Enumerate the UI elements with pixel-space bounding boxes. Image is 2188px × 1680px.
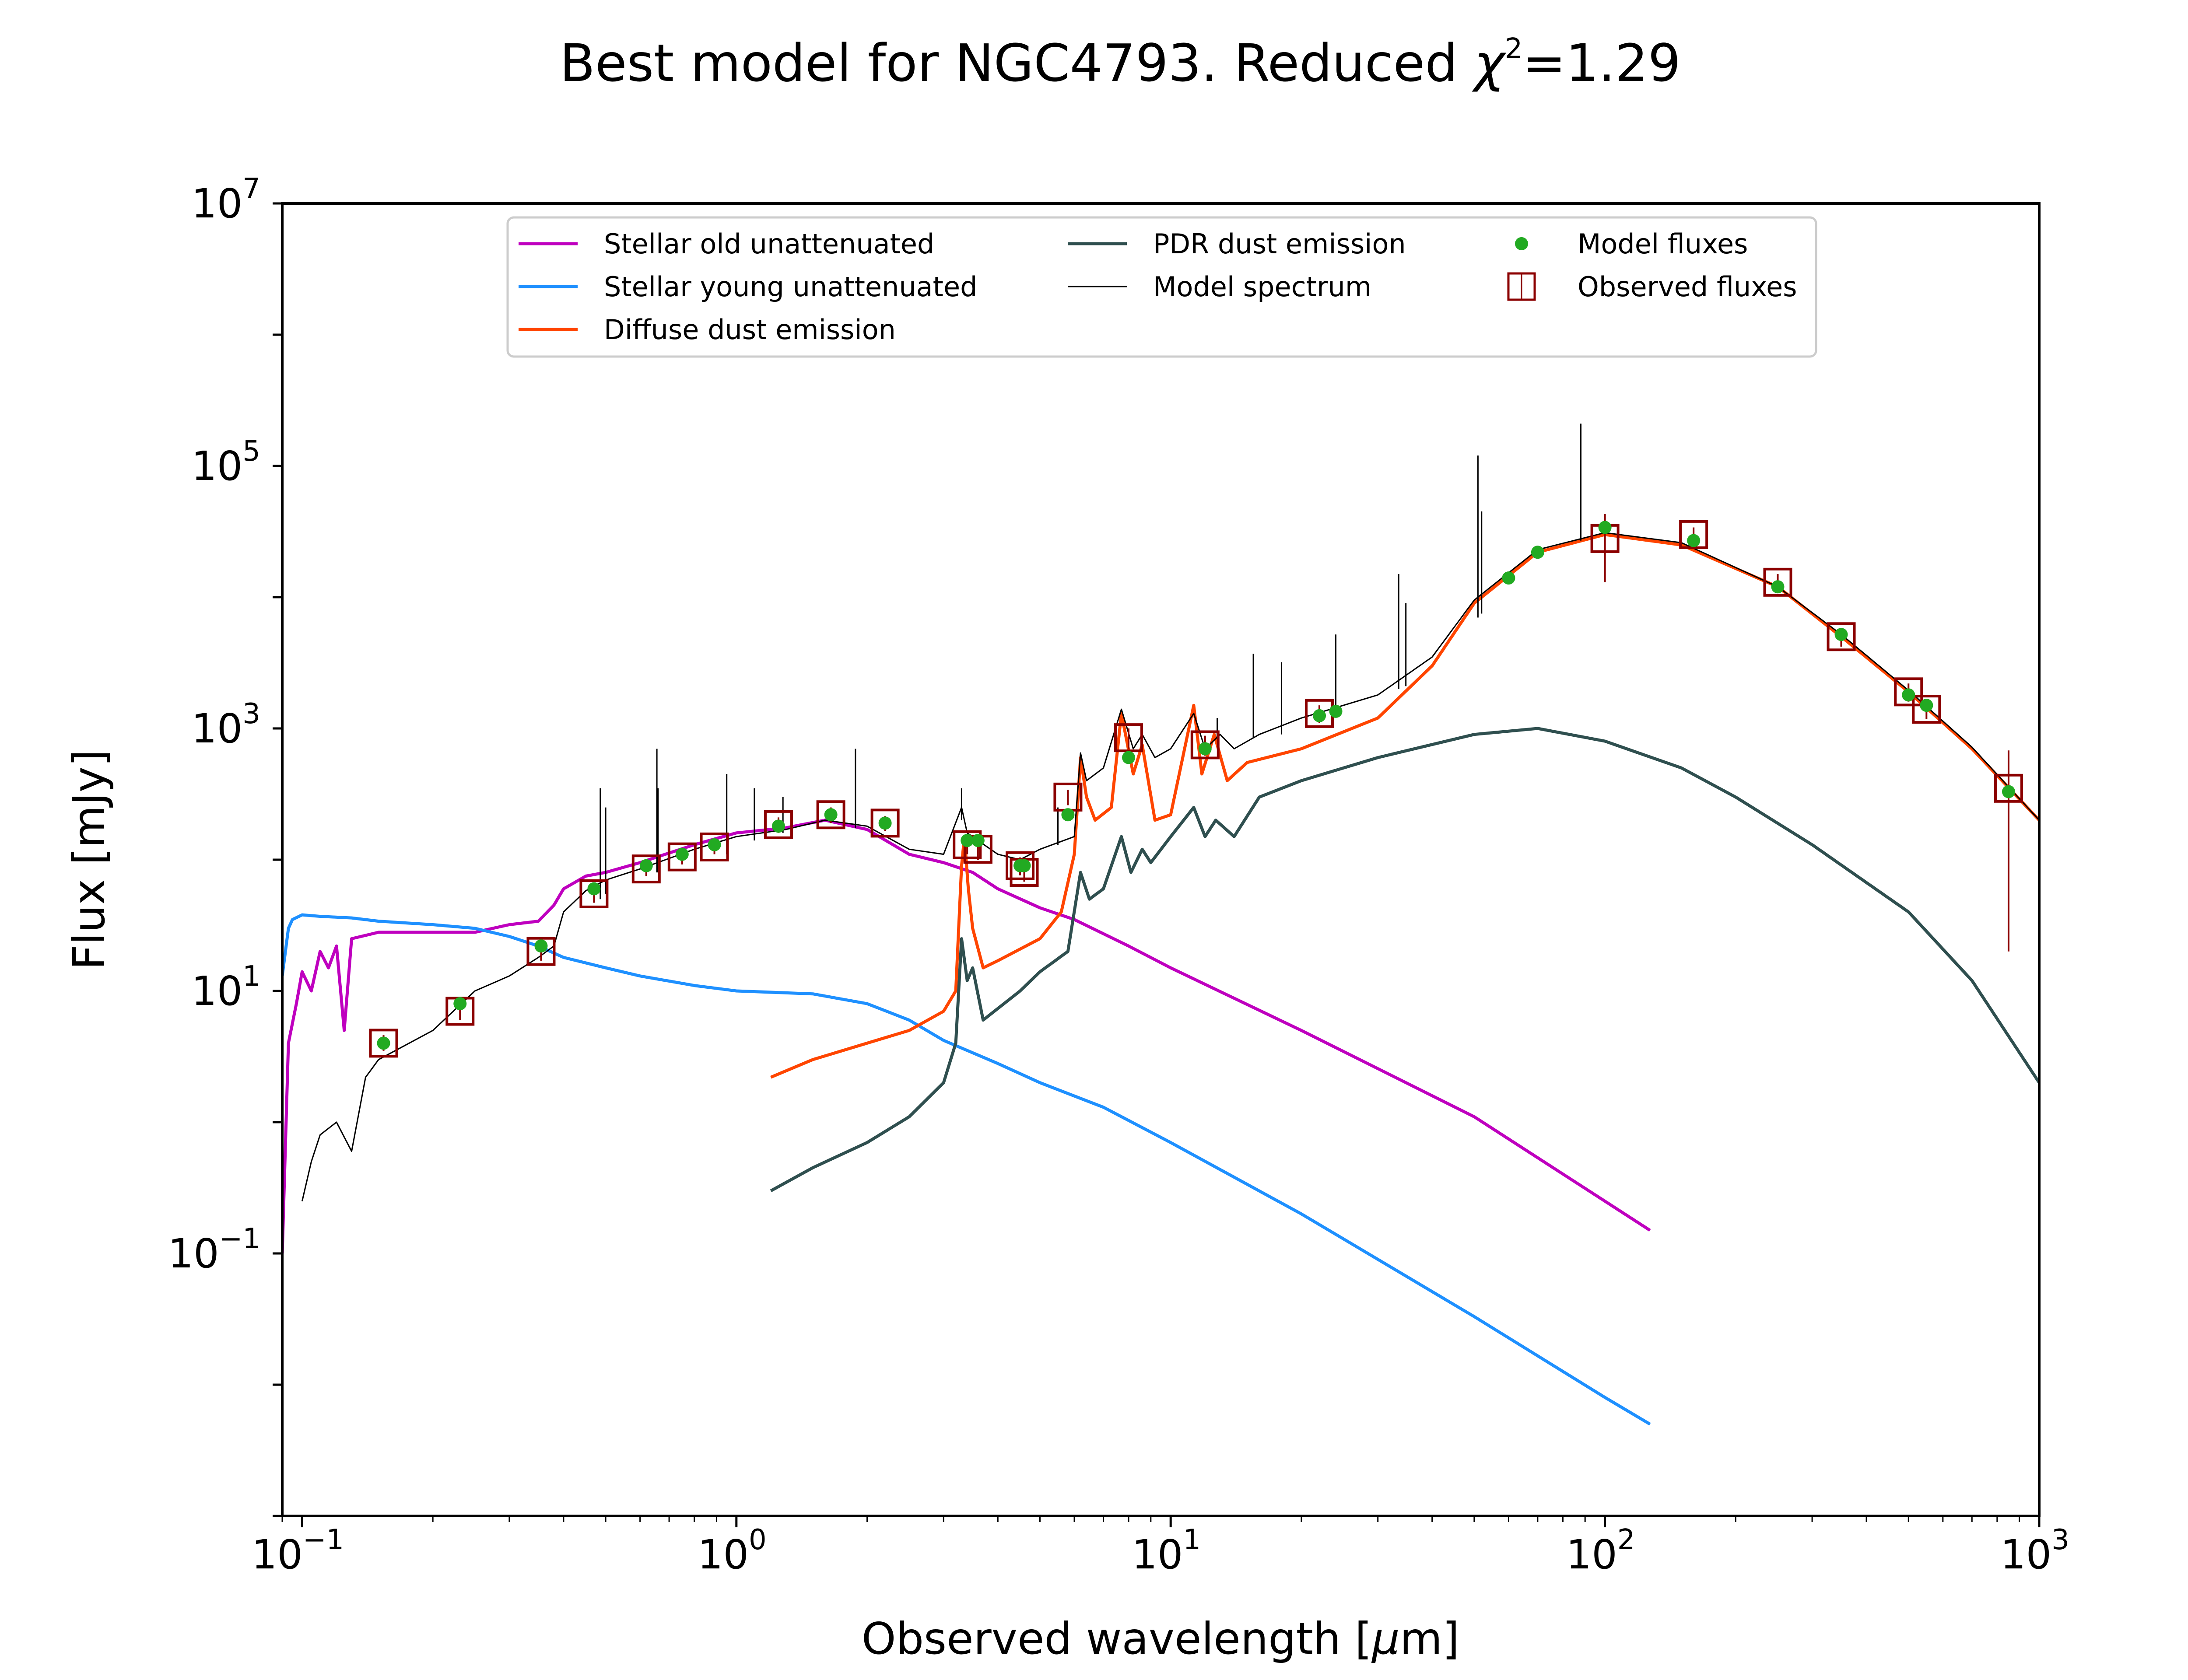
model-flux-point bbox=[1313, 709, 1326, 722]
y-tick-exponent: 3 bbox=[242, 698, 260, 730]
series-line-model-spectrum bbox=[301, 532, 2039, 1201]
observed-flux-marker bbox=[1763, 567, 1792, 597]
model-flux-point bbox=[1902, 688, 1915, 702]
plot-area bbox=[282, 424, 2039, 1426]
observed-flux-marker bbox=[870, 808, 900, 838]
model-flux-point bbox=[2002, 785, 2015, 798]
observed-flux-marker bbox=[1679, 520, 1708, 549]
model-flux-point bbox=[1598, 521, 1612, 534]
series-line-diffuse-dust-emission bbox=[770, 533, 2039, 1079]
model-flux-point bbox=[971, 834, 985, 847]
y-tick-base: 10 bbox=[191, 968, 242, 1015]
legend-model-spectrum-label: Model spectrum bbox=[1153, 271, 1371, 303]
x-tick-label: 100 bbox=[698, 1524, 767, 1578]
series-line-stellar-old-unattenuated bbox=[282, 819, 1651, 1254]
legend-pdr-dust-emission-label: PDR dust emission bbox=[1153, 228, 1406, 260]
observed-flux-marker bbox=[1827, 622, 1856, 651]
model-flux-point bbox=[1061, 808, 1075, 822]
x-tick-exponent: −1 bbox=[303, 1524, 344, 1556]
observed-flux-marker bbox=[700, 832, 729, 861]
model-flux-point bbox=[961, 834, 974, 847]
y-tick-label: 10−1 bbox=[168, 1223, 260, 1277]
y-tick-base: 10 bbox=[168, 1230, 219, 1277]
observed-flux-marker bbox=[1912, 695, 1941, 724]
model-flux-point bbox=[878, 816, 892, 830]
model-flux-point bbox=[1771, 580, 1785, 594]
observed-flux-marker bbox=[816, 800, 845, 830]
x-tick-label: 103 bbox=[2000, 1524, 2069, 1578]
legend-model-fluxes-label: Model fluxes bbox=[1578, 228, 1748, 260]
y-tick-exponent: 7 bbox=[242, 173, 260, 205]
model-flux-point bbox=[1122, 751, 1136, 764]
series-line-pdr-dust-emission bbox=[770, 727, 2039, 1192]
plot-content bbox=[282, 424, 2039, 1426]
x-tick-label: 101 bbox=[1132, 1524, 1201, 1578]
model-flux-point bbox=[1017, 859, 1031, 872]
model-flux-point bbox=[824, 808, 838, 822]
legend: Stellar old unattenuated Stellar young un… bbox=[506, 216, 1817, 358]
model-flux-point bbox=[1531, 546, 1544, 559]
model-flux-point bbox=[1329, 704, 1343, 718]
x-tick-exponent: 0 bbox=[749, 1524, 767, 1556]
x-tick-base: 10 bbox=[698, 1531, 749, 1578]
y-tick-label: 107 bbox=[191, 173, 260, 227]
model-flux-point bbox=[1502, 571, 1515, 585]
model-flux-point bbox=[587, 882, 601, 896]
model-flux-point bbox=[377, 1036, 390, 1050]
observed-flux-marker bbox=[369, 1029, 398, 1058]
y-tick-label: 103 bbox=[191, 698, 260, 752]
legend-box bbox=[506, 216, 1817, 358]
observed-flux-marker bbox=[1114, 723, 1143, 752]
model-flux-point bbox=[708, 838, 721, 851]
legend-observed-fluxes-label: Observed fluxes bbox=[1578, 271, 1797, 303]
legend-model-fluxes-swatch bbox=[1515, 237, 1528, 250]
model-flux-point bbox=[453, 997, 467, 1011]
x-axis-label: Observed wavelength [μm] bbox=[862, 1613, 1459, 1664]
observed-flux-marker bbox=[1994, 774, 2023, 803]
observed-flux-marker bbox=[526, 937, 556, 966]
x-tick-base: 10 bbox=[2000, 1531, 2051, 1578]
x-tick-exponent: 1 bbox=[1183, 1524, 1201, 1556]
x-tick-exponent: 2 bbox=[1617, 1524, 1635, 1556]
y-tick-exponent: 5 bbox=[242, 435, 260, 468]
legend-stellar-old-unattenuated-label: Stellar old unattenuated bbox=[604, 228, 934, 260]
x-tick-base: 10 bbox=[252, 1531, 303, 1578]
y-tick-label: 101 bbox=[191, 960, 260, 1015]
y-tick-base: 10 bbox=[191, 705, 242, 752]
x-tick-base: 10 bbox=[1566, 1531, 1617, 1578]
model-flux-point bbox=[1920, 699, 1933, 712]
x-tick-label: 10−1 bbox=[252, 1524, 344, 1578]
y-tick-exponent: 1 bbox=[242, 960, 260, 993]
chart-title: Best model for NGC4793. Reduced χ2=1.29 bbox=[560, 33, 1681, 93]
model-flux-point bbox=[639, 859, 653, 872]
series-line-stellar-young-unattenuated bbox=[282, 913, 1651, 1426]
observed-flux-marker bbox=[667, 842, 697, 872]
plot-frame bbox=[281, 202, 2041, 1517]
y-tick-label: 105 bbox=[191, 435, 260, 490]
observed-flux-marker bbox=[1006, 851, 1035, 880]
model-flux-point bbox=[1687, 534, 1701, 547]
x-tick-exponent: 3 bbox=[2051, 1524, 2069, 1556]
y-tick-exponent: −1 bbox=[219, 1223, 260, 1255]
model-flux-point bbox=[1834, 628, 1848, 641]
observed-flux-marker bbox=[764, 810, 793, 839]
x-tick-label: 102 bbox=[1566, 1524, 1635, 1578]
x-axis-ticks: 10−1 100 101 102 103 bbox=[252, 1516, 2069, 1578]
model-flux-point bbox=[1198, 742, 1212, 756]
observed-flux-marker bbox=[631, 854, 661, 884]
legend-diffuse-dust-emission-label: Diffuse dust emission bbox=[604, 314, 896, 346]
y-tick-base: 10 bbox=[191, 443, 242, 490]
observed-flux-marker bbox=[1190, 730, 1220, 760]
model-flux-point bbox=[534, 939, 548, 953]
y-tick-base: 10 bbox=[191, 180, 242, 227]
model-flux-point bbox=[675, 847, 689, 861]
observed-flux-marker bbox=[1894, 677, 1923, 707]
y-axis-label: Flux [mJy] bbox=[63, 749, 115, 970]
model-flux-point bbox=[771, 819, 785, 833]
legend-stellar-young-unattenuated-label: Stellar young unattenuated bbox=[604, 271, 977, 303]
x-tick-base: 10 bbox=[1132, 1531, 1183, 1578]
observed-flux-marker bbox=[579, 879, 609, 908]
